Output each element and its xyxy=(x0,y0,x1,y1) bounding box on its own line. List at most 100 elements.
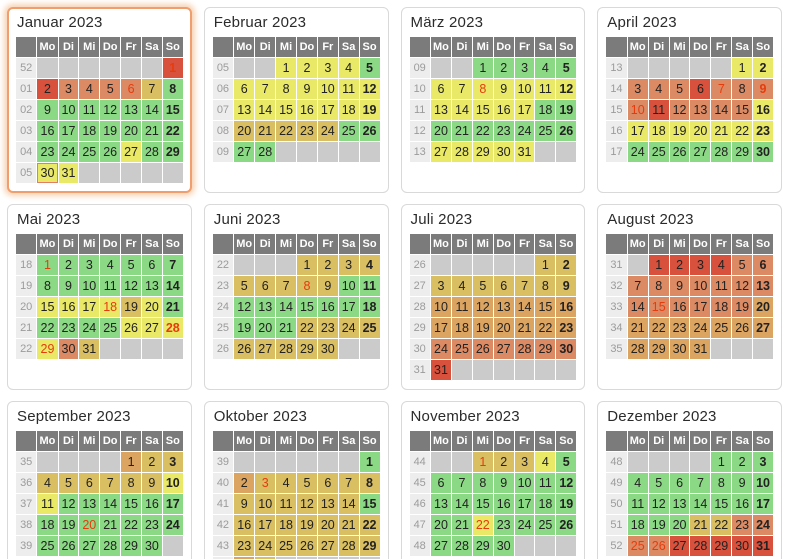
day-cell[interactable]: 29 xyxy=(37,339,58,359)
day-cell[interactable]: 3 xyxy=(690,255,711,275)
day-cell[interactable]: 22 xyxy=(535,318,556,338)
day-cell[interactable]: 19 xyxy=(472,318,493,338)
day-cell[interactable]: 3 xyxy=(317,58,338,78)
day-cell[interactable]: 2 xyxy=(141,452,162,472)
day-cell[interactable]: 28 xyxy=(141,142,162,162)
day-cell[interactable]: 2 xyxy=(556,255,577,275)
day-cell[interactable]: 30 xyxy=(234,557,255,559)
day-cell[interactable]: 3 xyxy=(753,452,773,472)
day-cell[interactable]: 15 xyxy=(711,494,732,514)
day-cell[interactable]: 11 xyxy=(627,494,648,514)
day-cell[interactable]: 5 xyxy=(669,79,690,99)
day-cell[interactable]: 22 xyxy=(121,515,141,535)
day-cell[interactable]: 7 xyxy=(100,473,121,493)
day-cell[interactable]: 29 xyxy=(711,536,732,556)
day-cell[interactable]: 25 xyxy=(37,536,58,556)
day-cell[interactable]: 8 xyxy=(472,79,493,99)
day-cell[interactable]: 13 xyxy=(234,100,255,120)
day-cell[interactable]: 28 xyxy=(338,536,359,556)
day-cell[interactable]: 5 xyxy=(359,58,380,78)
day-cell[interactable]: 24 xyxy=(79,318,100,338)
day-cell[interactable]: 10 xyxy=(255,494,276,514)
day-cell[interactable]: 16 xyxy=(296,100,317,120)
day-cell[interactable]: 2 xyxy=(58,255,79,275)
day-cell[interactable]: 24 xyxy=(338,318,359,338)
day-cell[interactable]: 24 xyxy=(430,339,452,359)
day-cell[interactable]: 25 xyxy=(79,142,100,162)
day-cell[interactable]: 6 xyxy=(669,473,690,493)
day-cell[interactable]: 27 xyxy=(121,142,141,162)
day-cell[interactable]: 24 xyxy=(255,536,276,556)
day-cell[interactable]: 23 xyxy=(493,515,514,535)
day-cell[interactable]: 3 xyxy=(430,276,452,296)
day-cell[interactable]: 28 xyxy=(690,536,711,556)
day-cell[interactable]: 10 xyxy=(79,276,100,296)
day-cell[interactable]: 10 xyxy=(430,297,452,317)
day-cell[interactable]: 3 xyxy=(255,473,276,493)
day-cell[interactable]: 28 xyxy=(627,339,648,359)
day-cell[interactable]: 4 xyxy=(711,255,732,275)
day-cell[interactable]: 7 xyxy=(452,473,472,493)
day-cell[interactable]: 1 xyxy=(535,255,556,275)
day-cell[interactable]: 13 xyxy=(317,494,338,514)
day-cell[interactable]: 27 xyxy=(753,318,773,338)
day-cell[interactable]: 8 xyxy=(648,276,669,296)
day-cell[interactable]: 9 xyxy=(732,473,753,493)
day-cell[interactable]: 9 xyxy=(141,473,162,493)
day-cell[interactable]: 4 xyxy=(79,79,100,99)
day-cell[interactable]: 4 xyxy=(37,473,58,493)
day-cell[interactable]: 9 xyxy=(317,276,338,296)
day-cell[interactable]: 25 xyxy=(535,121,556,141)
day-cell[interactable]: 23 xyxy=(493,121,514,141)
day-cell[interactable]: 7 xyxy=(452,79,472,99)
day-cell[interactable]: 7 xyxy=(255,79,276,99)
day-cell[interactable]: 10 xyxy=(514,473,535,493)
day-cell[interactable]: 23 xyxy=(732,515,753,535)
day-cell[interactable]: 29 xyxy=(732,142,753,162)
day-cell[interactable]: 31 xyxy=(430,360,452,380)
day-cell[interactable]: 27 xyxy=(430,142,452,162)
day-cell[interactable]: 10 xyxy=(58,100,79,120)
day-cell[interactable]: 21 xyxy=(141,121,162,141)
day-cell[interactable]: 7 xyxy=(711,79,732,99)
day-cell[interactable]: 16 xyxy=(493,494,514,514)
day-cell[interactable]: 8 xyxy=(732,79,753,99)
day-cell[interactable]: 6 xyxy=(121,79,141,99)
day-cell[interactable]: 12 xyxy=(648,494,669,514)
day-cell[interactable]: 1 xyxy=(472,452,493,472)
day-cell[interactable]: 25 xyxy=(452,339,472,359)
day-cell[interactable]: 24 xyxy=(753,515,773,535)
day-cell[interactable]: 22 xyxy=(711,515,732,535)
day-cell[interactable]: 1 xyxy=(359,452,380,472)
day-cell[interactable]: 28 xyxy=(711,142,732,162)
day-cell[interactable]: 28 xyxy=(514,339,535,359)
day-cell[interactable]: 17 xyxy=(255,515,276,535)
day-cell[interactable]: 24 xyxy=(514,515,535,535)
day-cell[interactable]: 2 xyxy=(37,79,58,99)
day-cell[interactable]: 12 xyxy=(296,494,317,514)
day-cell[interactable]: 11 xyxy=(535,79,556,99)
day-cell[interactable]: 14 xyxy=(162,276,183,296)
day-cell[interactable]: 15 xyxy=(732,100,753,120)
day-cell[interactable]: 17 xyxy=(79,297,100,317)
day-cell[interactable]: 7 xyxy=(690,473,711,493)
day-cell[interactable]: 17 xyxy=(514,494,535,514)
day-cell[interactable]: 24 xyxy=(690,318,711,338)
day-cell[interactable]: 6 xyxy=(317,473,338,493)
day-cell[interactable]: 31 xyxy=(514,142,535,162)
day-cell[interactable]: 30 xyxy=(556,339,577,359)
day-cell[interactable]: 5 xyxy=(234,276,255,296)
day-cell[interactable]: 19 xyxy=(100,121,121,141)
day-cell[interactable]: 4 xyxy=(627,473,648,493)
day-cell[interactable]: 18 xyxy=(627,515,648,535)
day-cell[interactable]: 9 xyxy=(296,79,317,99)
day-cell[interactable]: 11 xyxy=(276,494,296,514)
day-cell[interactable]: 22 xyxy=(37,318,58,338)
day-cell[interactable]: 29 xyxy=(121,536,141,556)
day-cell[interactable]: 11 xyxy=(711,276,732,296)
day-cell[interactable]: 19 xyxy=(121,297,141,317)
day-cell[interactable]: 2 xyxy=(753,58,773,78)
day-cell[interactable]: 9 xyxy=(58,276,79,296)
day-cell[interactable]: 3 xyxy=(514,58,535,78)
day-cell[interactable]: 23 xyxy=(556,318,577,338)
